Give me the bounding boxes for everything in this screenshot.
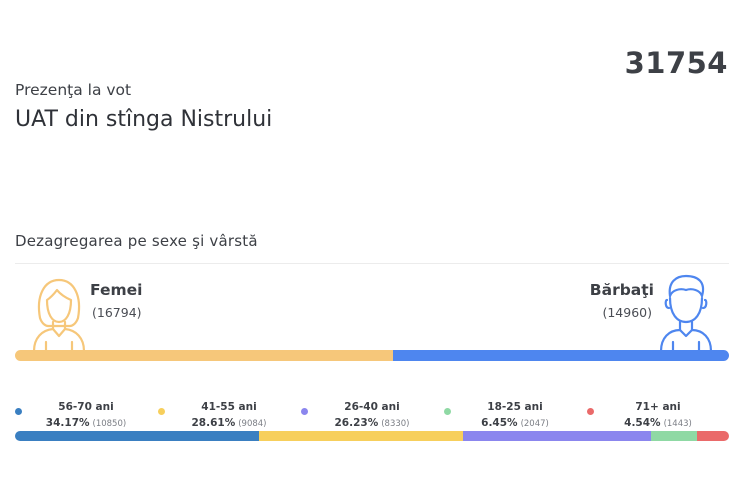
age-legend-percent: 6.45% [481, 417, 518, 429]
age-legend-count: (1443) [663, 419, 692, 429]
age-legend-count: (9084) [238, 419, 267, 429]
page-subtitle: Prezenţa la vot [15, 81, 132, 99]
age-legend-count: (8330) [381, 419, 410, 429]
gender-bar-male [392, 350, 729, 361]
divider [15, 263, 729, 264]
age-legend-item: 18-25 ani 6.45% (2047) [444, 399, 586, 431]
age-legend-percent: 34.17% [45, 417, 90, 429]
age-legend-item: 56-70 ani 34.17% (10850) [15, 399, 157, 431]
age-legend-percent: 28.61% [191, 417, 236, 429]
age-legend-name: 41-55 ani [201, 401, 257, 413]
age-bar-segment [463, 431, 651, 441]
male-label: Bărbaţi [589, 281, 654, 299]
gender-bar-female [15, 350, 393, 361]
age-legend-dot [301, 408, 308, 415]
female-label: Femei [90, 281, 143, 299]
age-legend-count: (2047) [520, 419, 549, 429]
age-legend-item: 71+ ani 4.54% (1443) [587, 399, 729, 431]
age-legend-values: 34.17% (10850) [15, 417, 157, 429]
age-legend-dot [158, 408, 165, 415]
female-count: (16794) [92, 305, 142, 320]
age-legend-name: 18-25 ani [487, 401, 543, 413]
age-legend-name: 56-70 ani [58, 401, 114, 413]
age-legend-name: 71+ ani [635, 401, 681, 413]
age-legend: 56-70 ani 34.17% (10850) 41-55 ani 28.61% (90… [15, 399, 729, 431]
total-votes: 31754 [624, 46, 728, 80]
age-bar-segment [650, 431, 697, 441]
male-count: (14960) [602, 305, 652, 320]
age-legend-dot [587, 408, 594, 415]
age-bar-segment [258, 431, 464, 441]
age-legend-name: 26-40 ani [344, 401, 400, 413]
age-legend-item: 26-40 ani 26.23% (8330) [301, 399, 443, 431]
gender-bar [15, 350, 729, 361]
age-legend-values: 4.54% (1443) [587, 417, 729, 429]
male-avatar-icon [659, 274, 713, 352]
age-legend-values: 26.23% (8330) [301, 417, 443, 429]
age-legend-percent: 26.23% [334, 417, 379, 429]
age-legend-count: (10850) [92, 419, 127, 429]
age-bar-segment [696, 431, 729, 441]
age-legend-dot [444, 408, 451, 415]
female-avatar-icon [32, 278, 86, 352]
page-title: UAT din stînga Nistrului [15, 107, 273, 132]
age-bar-segment [15, 431, 259, 441]
age-legend-dot [15, 408, 22, 415]
section-title: Dezagregarea pe sexe şi vârstă [15, 232, 258, 250]
age-legend-values: 28.61% (9084) [158, 417, 300, 429]
age-legend-item: 41-55 ani 28.61% (9084) [158, 399, 300, 431]
age-legend-percent: 4.54% [624, 417, 661, 429]
age-bar [15, 431, 729, 441]
age-legend-values: 6.45% (2047) [444, 417, 586, 429]
